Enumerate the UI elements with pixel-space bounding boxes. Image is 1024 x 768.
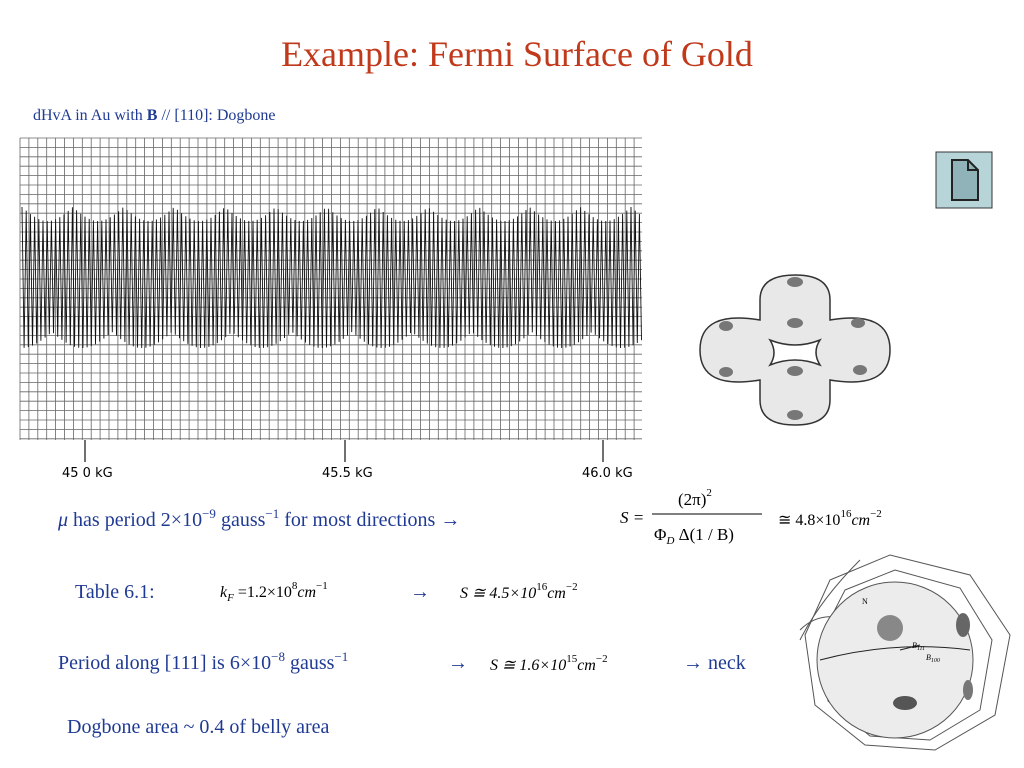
text: S ≅ 4.5×10: [460, 585, 536, 602]
icon-page[interactable]: [951, 159, 979, 201]
text: Period along [111] is 6×10: [58, 652, 271, 674]
table-label: Table 6.1:: [75, 581, 155, 603]
text: cm: [547, 585, 566, 602]
sup: −2: [596, 653, 608, 665]
neck: → neck: [683, 652, 746, 674]
sup: −1: [265, 506, 279, 521]
formula-den: ΦD Δ(1 / B): [654, 525, 734, 547]
title: Example: Fermi Surface of Gold: [281, 34, 753, 74]
fs-label: B111: [912, 641, 925, 652]
text: cm: [851, 512, 870, 529]
oscillation: [21, 206, 642, 349]
icon-fold[interactable]: [967, 160, 978, 171]
fs-label: B100: [926, 653, 940, 664]
sup: −2: [870, 508, 882, 520]
text: Φ: [654, 525, 666, 544]
dogbone-figure: [699, 274, 891, 426]
kf: kF =1.2×108cm−1: [220, 580, 328, 604]
sup: 16: [840, 508, 852, 520]
dhva-graph: [19, 137, 642, 462]
text: Δ(1 / B): [674, 525, 734, 544]
sup: 8: [292, 580, 298, 592]
sup: −8: [271, 649, 285, 664]
dogbone-note: Dogbone area ~ 0.4 of belly area: [67, 716, 329, 738]
x-label: 45.5 kG: [322, 466, 373, 481]
text: has period 2×10: [68, 509, 202, 531]
text: cm: [577, 657, 596, 674]
s-value: S ≅ 4.5×1016cm−2: [460, 581, 578, 602]
sup: −1: [316, 580, 328, 592]
text: =1.2×10: [234, 584, 292, 601]
text: for most directions →: [279, 509, 460, 531]
caption-text: // [110]: Dogbone: [157, 107, 275, 124]
text: S ≅ 1.6×10: [490, 657, 566, 674]
period-line: μ has period 2×10−9 gauss−1 for most dir…: [57, 506, 460, 531]
sub: D: [665, 535, 674, 547]
s-value: S ≅ 1.6×1015cm−2: [490, 653, 608, 674]
sub: F: [226, 592, 234, 604]
fs-label: N: [862, 597, 868, 606]
period-111: Period along [111] is 6×10−8 gauss−1: [58, 649, 348, 674]
arrow: →: [410, 581, 430, 603]
sup: 2: [706, 487, 712, 499]
sup: −1: [334, 649, 348, 664]
text: k: [220, 584, 228, 601]
sup: −2: [566, 581, 578, 593]
sup: −9: [202, 506, 216, 521]
x-label: 45 0 kG: [62, 466, 113, 481]
arrow: →: [448, 652, 468, 674]
mu: μ: [57, 509, 68, 531]
text: ≅ 4.8×10: [778, 512, 840, 529]
fs-label-sub: 100: [931, 658, 940, 664]
caption-text: dHvA in Au with: [33, 107, 147, 124]
caption: dHvA in Au with B // [110]: Dogbone: [33, 107, 276, 124]
document-icon[interactable]: [935, 151, 993, 209]
x-label: 46.0 kG: [582, 466, 633, 481]
sup: 16: [536, 581, 548, 593]
fs-label-text: B: [926, 653, 931, 662]
caption-bold: B: [147, 107, 158, 124]
fs-label-sub: 111: [917, 646, 925, 652]
sup: 15: [566, 653, 578, 665]
formula-result: ≅ 4.8×1016cm−2: [778, 508, 882, 529]
text: (2π): [678, 490, 706, 509]
formula-lhs: S =: [620, 508, 644, 527]
text: gauss: [216, 509, 266, 531]
formula-num: (2π)2: [678, 487, 712, 509]
fermi-surface-figure: [799, 554, 1011, 751]
text: gauss: [285, 652, 335, 674]
text: cm: [297, 584, 316, 601]
fs-label-text: B: [912, 641, 917, 650]
